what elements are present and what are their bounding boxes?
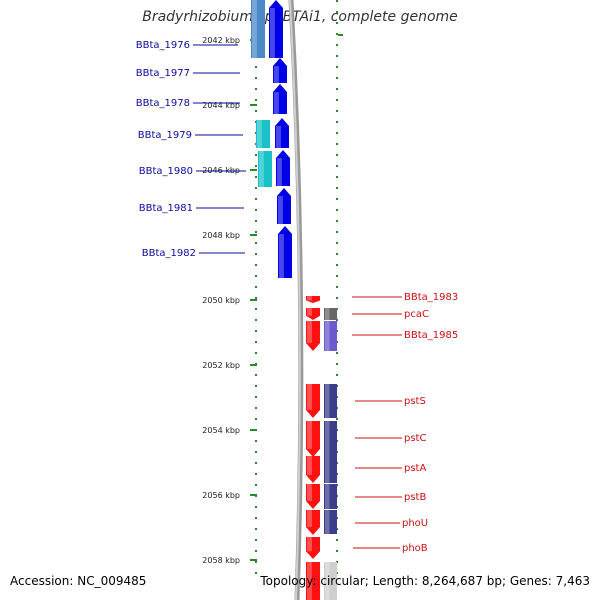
gene-arrow (306, 296, 320, 303)
gene-arrow-shine (277, 158, 282, 186)
gene-label-phob: phoB (402, 543, 428, 554)
gene-label-phou: phoU (402, 518, 428, 529)
gene-label-bbta-1985: BBta_1985 (404, 330, 458, 341)
gene-arrow (275, 118, 289, 148)
genome-map-title: Bradyrhizobium sp. BTAi1, complete genom… (142, 9, 458, 25)
gene-label-bbta-1979: BBta_1979 (138, 130, 192, 141)
gene-arrow-shine (307, 484, 312, 501)
scale-label: 2042 kbp (202, 36, 240, 45)
cds-box (324, 321, 337, 351)
gene-label-bbta-1978: BBta_1978 (136, 98, 190, 109)
gene-arrow-shine (307, 456, 312, 475)
gene-label-bbta-1977: BBta_1977 (136, 68, 190, 79)
gene-arrow (306, 510, 320, 535)
gene-arrow-shine (307, 296, 312, 301)
scale-label: 2052 kbp (202, 361, 240, 370)
gene-arrow-shine (279, 234, 284, 278)
gene-arrow-shine (307, 308, 312, 316)
gene-label-bbta-1976: BBta_1976 (136, 40, 190, 51)
cds-box-shine (325, 308, 330, 320)
gene-label-bbta-1982: BBta_1982 (142, 248, 196, 259)
cds-box-shine (259, 151, 264, 187)
gene-arrow (306, 537, 320, 559)
cds-box (324, 308, 337, 320)
cds-box-shine (325, 321, 330, 351)
scale-label: 2058 kbp (202, 556, 240, 565)
gene-arrow-shine (307, 510, 312, 527)
gene-label-pstc: pstC (404, 433, 426, 444)
gene-arrow-shine (307, 562, 312, 600)
topology-text: Topology: circular; Length: 8,264,687 bp… (260, 574, 590, 588)
gene-arrow-shine (274, 92, 279, 114)
gene-arrow-shine (278, 196, 283, 224)
scale-label: 2050 kbp (202, 296, 240, 305)
gene-arrow (306, 484, 320, 509)
gene-arrow-shine (307, 384, 312, 410)
gene-label-bbta-1981: BBta_1981 (139, 203, 193, 214)
scale-label: 2054 kbp (202, 426, 240, 435)
cds-box (324, 484, 337, 509)
cds-box (324, 384, 337, 418)
cds-box-shine (257, 120, 262, 148)
cds-box-shine (325, 484, 330, 509)
cds-box (324, 510, 337, 534)
accession-text: Accession: NC_009485 (10, 574, 147, 588)
gene-label-psta: pstA (404, 463, 426, 474)
cds-box (324, 421, 337, 457)
cds-box (258, 151, 272, 187)
gene-arrow (269, 0, 283, 58)
gene-arrow (278, 226, 292, 278)
cds-box-shine (325, 421, 330, 457)
scale-label: 2056 kbp (202, 491, 240, 500)
gene-arrow-shine (270, 8, 275, 58)
gene-arrow (306, 456, 320, 483)
gene-labels: BBta_1976 BBta_1977 BBta_1978 BBta_1979 BBta… (136, 40, 458, 554)
gene-arrow (277, 188, 291, 224)
cds-box (324, 456, 337, 483)
gene-arrow (306, 308, 320, 320)
gene-label-psts: pstS (404, 396, 426, 407)
cds-box-shine (325, 384, 330, 418)
gene-arrow (273, 58, 287, 83)
gene-label-pstb: pstB (404, 492, 426, 503)
cds-box-shine (252, 0, 257, 58)
gene-label-bbta-1983: BBta_1983 (404, 292, 458, 303)
cds-box (256, 120, 270, 148)
scale-label: 2048 kbp (202, 231, 240, 240)
gene-arrow (276, 150, 290, 186)
gene-label-bbta-1980: BBta_1980 (139, 166, 193, 177)
gene-arrow-shine (307, 537, 312, 552)
cds-box-shine (325, 562, 330, 600)
gene-arrow-shine (307, 421, 312, 449)
gene-arrow-shine (274, 66, 279, 83)
cds-box-shine (325, 510, 330, 534)
gene-arrow (306, 321, 320, 351)
gene-arrow (273, 84, 287, 114)
cds-box (324, 562, 337, 600)
genome-backbone (288, 0, 304, 600)
gene-label-pcac: pcaC (404, 309, 429, 320)
gene-arrow-shine (276, 126, 281, 148)
cds-box-shine (325, 456, 330, 483)
gene-tracks (251, 0, 337, 600)
scale-label: 2044 kbp (202, 101, 240, 110)
gene-arrow (306, 562, 320, 600)
gene-arrow (306, 421, 320, 457)
gene-arrow-shine (307, 321, 312, 343)
gene-arrow (306, 384, 320, 418)
backbone-highlight (289, 0, 301, 600)
cds-box (251, 0, 265, 58)
